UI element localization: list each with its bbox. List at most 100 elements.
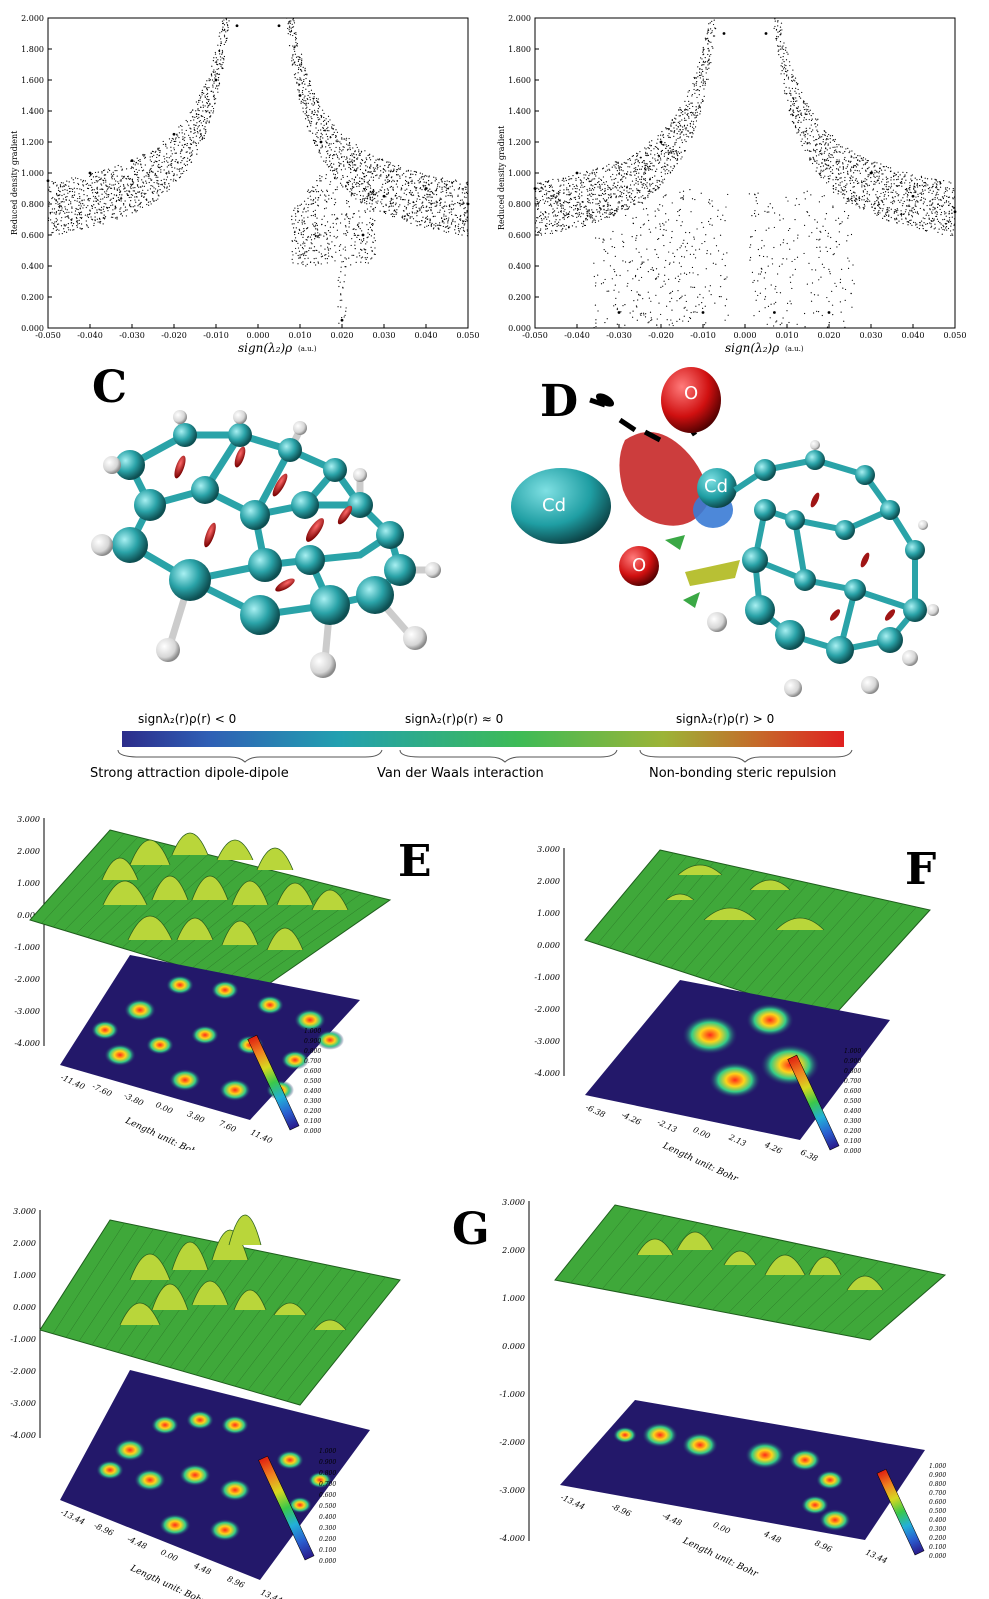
vdw-isosurface (685, 560, 740, 586)
x-tick-label: -4.26 (620, 1110, 642, 1127)
x-tick-label: 0.030 (860, 331, 883, 340)
x-tick-label: -3.80 (122, 1091, 144, 1108)
x-tick-label: -0.030 (606, 331, 632, 340)
x-tick-label: -0.050 (35, 331, 61, 340)
contour-spot (745, 1441, 785, 1469)
legend-tick-label: 0.700 (929, 1490, 946, 1497)
surface-peak (191, 1280, 229, 1306)
nci-isosurfaces (174, 446, 353, 592)
panel-label-g: G (452, 1204, 490, 1255)
x-axis-label: sign(λ₂)ρ (725, 341, 779, 355)
surface-plot-g-right: 3.000 2.000 1.000 0.000 -1.000 -2.000 -3.000 -4… (499, 1198, 947, 1580)
legend-colorbar (247, 1034, 300, 1131)
z-tick-label: -1.000 (14, 943, 40, 952)
legend-tick-label: 0.400 (844, 1108, 861, 1115)
contour-spot (91, 1020, 119, 1040)
legend-tick-label: 0.000 (304, 1128, 321, 1135)
z-tick-label: -4.000 (10, 1431, 36, 1440)
panel-label-f: F (905, 844, 937, 895)
surface-peak (775, 917, 825, 931)
legend-tick-label: 0.800 (844, 1068, 861, 1075)
z-tick-label: -1.000 (10, 1335, 36, 1344)
data-point (235, 24, 239, 28)
z-tick-label: 3.000 (17, 815, 40, 824)
colorbar-label-zero: signλ₂(r)ρ(r) ≈ 0 (405, 712, 504, 726)
surface-plane (554, 1204, 947, 1341)
contour-spot (801, 1495, 829, 1515)
legend-tick-label: 1.000 (304, 1028, 321, 1035)
z-tick-label: -3.000 (14, 1007, 40, 1016)
z-tick-label: 2.000 (16, 847, 40, 856)
z-tick-label: 1.000 (502, 1294, 525, 1303)
z-tick-label: -2.000 (499, 1438, 525, 1447)
x-tick-label: -6.38 (584, 1103, 606, 1120)
data-point (869, 171, 873, 175)
legend-tick-label: 0.100 (304, 1118, 321, 1125)
x-axis-unit: (a.u.) (298, 345, 317, 353)
data-point (319, 140, 323, 144)
x-tick-label: -11.40 (59, 1073, 86, 1092)
y-tick-label: 1.600 (508, 76, 531, 85)
z-tick-label: -2.000 (14, 975, 40, 984)
cd-label-large: Cd (542, 495, 566, 516)
z-tick-label: 0.000 (17, 911, 40, 920)
y-tick-label: 2.000 (21, 14, 44, 23)
y-tick-label: 0.400 (21, 262, 44, 271)
legend-tick-label: 0.600 (844, 1088, 861, 1095)
legend-tick-label: 0.000 (929, 1553, 946, 1560)
x-tick-label: 0.020 (818, 331, 841, 340)
panel-label-d: D (540, 376, 579, 427)
legend-tick-label: 0.500 (929, 1508, 946, 1515)
contour-spot (682, 1432, 718, 1458)
z-tick-label: 0.000 (502, 1342, 525, 1351)
contour-spot (191, 1025, 219, 1045)
surface-peak (102, 880, 148, 906)
surface-peak (101, 857, 139, 881)
o-label-top: O (684, 383, 699, 404)
legend-tick-label: 0.500 (304, 1078, 321, 1085)
y-tick-label: 0.800 (21, 200, 44, 209)
molecule-d (511, 367, 939, 697)
x-tick-label: 0.00 (159, 1548, 179, 1564)
data-point (617, 311, 621, 314)
data-point (340, 318, 344, 322)
contour-spot (159, 1513, 191, 1537)
data-point (277, 24, 281, 28)
y-tick-label: 1.000 (508, 169, 531, 178)
carbon-atoms (112, 423, 416, 635)
data-point (88, 171, 92, 175)
data-point (46, 179, 50, 183)
z-tick-label: -3.000 (10, 1399, 36, 1408)
x-tick-label: -0.040 (77, 331, 103, 340)
scatter-cloud (47, 17, 469, 324)
x-tick-label: 8.96 (226, 1574, 246, 1590)
data-point (911, 194, 915, 198)
y-tick-label: 1.800 (508, 45, 531, 54)
legend-tick-label: 0.600 (319, 1492, 336, 1499)
x-tick-label: 7.60 (217, 1118, 237, 1134)
o-atom-bottom (619, 546, 659, 586)
dashed-bonds (589, 397, 698, 443)
contour-spot (219, 1478, 251, 1502)
contour-spot (211, 980, 239, 1000)
surface-peak (171, 1241, 209, 1271)
contour-spot (146, 1035, 174, 1055)
legend-tick-label: 0.800 (319, 1470, 336, 1477)
z-tick-label: -2.000 (10, 1367, 36, 1376)
contour-spot (294, 1008, 326, 1032)
legend-tick-label: 0.000 (844, 1148, 861, 1155)
x-tick-label: 13.44 (259, 1588, 284, 1599)
z-tick-label: 3.000 (502, 1198, 525, 1207)
y-tick-label: 1.400 (508, 107, 531, 116)
y-tick-label: 1.600 (21, 76, 44, 85)
length-unit-label: Length unit: Bohr (123, 1116, 202, 1150)
legend-tick-label: 0.300 (844, 1118, 861, 1125)
x-tick-label: 0.010 (776, 331, 799, 340)
x-tick-label: 0.010 (289, 331, 312, 340)
contour-spot (124, 998, 156, 1022)
contour-spot (104, 1043, 136, 1067)
contour-spot (281, 1050, 309, 1070)
x-tick-label: 0.020 (331, 331, 354, 340)
x-tick-label: 4.26 (762, 1140, 783, 1156)
surface-peak (129, 839, 171, 866)
